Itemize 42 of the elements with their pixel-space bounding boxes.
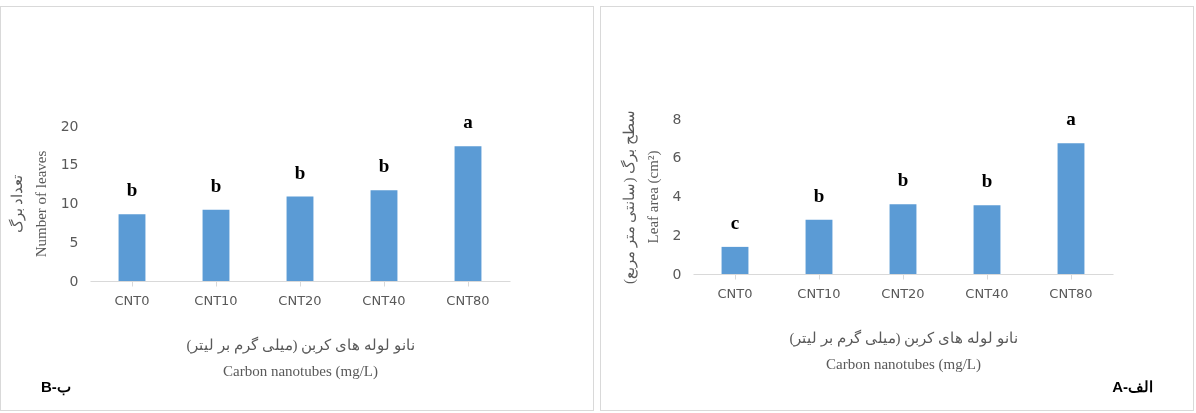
y-tick-label: 0	[69, 272, 79, 289]
bar	[973, 205, 1001, 274]
bar	[454, 146, 482, 281]
y-tick-label: 6	[672, 149, 682, 166]
data-label: a	[463, 111, 474, 133]
x-tick-label: CNT10	[797, 285, 841, 301]
bar	[370, 190, 398, 281]
bar	[721, 246, 749, 274]
data-label: b	[813, 184, 825, 206]
data-label: b	[378, 155, 390, 177]
bar	[202, 209, 230, 281]
data-label: c	[730, 211, 740, 233]
data-label: b	[981, 170, 993, 192]
data-label: a	[1066, 108, 1077, 130]
x-tick-label: CNT80	[1049, 285, 1093, 301]
y-tick-label: 5	[69, 233, 79, 250]
y-tick-label: 15	[60, 156, 79, 173]
data-label: b	[126, 179, 138, 201]
x-tick-label: CNT0	[717, 285, 753, 301]
y-tick-label: 20	[60, 117, 79, 134]
data-label: b	[294, 161, 306, 183]
x-tick-label: CNT20	[278, 292, 322, 308]
bar	[805, 219, 833, 274]
data-label: b	[210, 174, 222, 196]
x-tick-label: CNT40	[362, 292, 406, 308]
data-label: b	[897, 169, 909, 191]
bar	[286, 196, 314, 281]
x-tick-label: CNT40	[965, 285, 1009, 301]
y-tick-label: 2	[672, 226, 682, 243]
x-tick-label: CNT0	[114, 292, 150, 308]
bar	[889, 204, 917, 274]
text: B-ب	[41, 378, 71, 396]
bar	[1057, 143, 1085, 274]
x-tick-label: CNT20	[881, 285, 925, 301]
text: A-الف	[1112, 378, 1153, 396]
y-tick-label: 0	[672, 265, 682, 282]
y-tick-label: 4	[672, 188, 682, 204]
bar	[118, 214, 146, 281]
x-tick-label: CNT10	[194, 292, 238, 308]
y-tick-label: 10	[60, 195, 79, 211]
y-tick-label: 8	[672, 110, 682, 127]
x-tick-label: CNT80	[446, 292, 490, 308]
